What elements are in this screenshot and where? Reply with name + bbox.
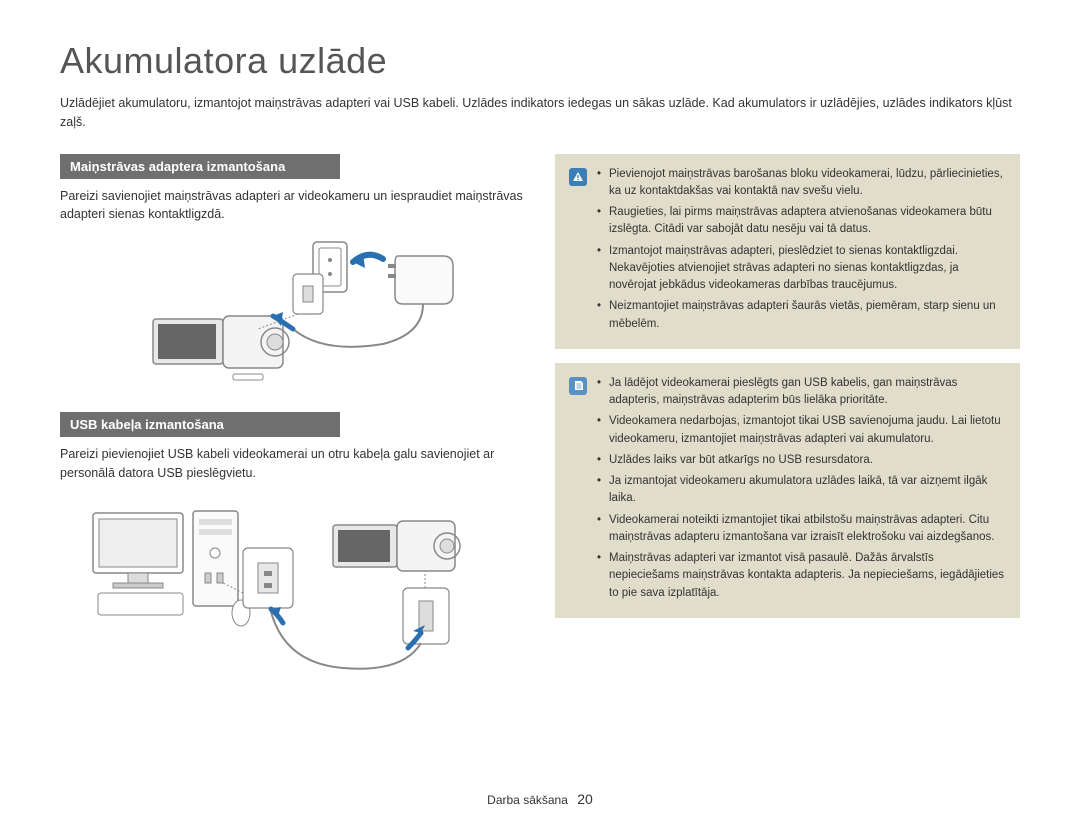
left-column: Maiņstrāvas adaptera izmantošana Pareizi…: [60, 154, 525, 711]
warning-item: Izmantojot maiņstrāvas adapteri, pieslēd…: [597, 243, 1006, 295]
note-item: Videokamerai noteikti izmantojiet tikai …: [597, 512, 1006, 547]
note-item: Videokamera nedarbojas, izmantojot tikai…: [597, 413, 1006, 448]
warning-item: Pievienojot maiņstrāvas barošanas bloku …: [597, 166, 1006, 201]
content-columns: Maiņstrāvas adaptera izmantošana Pareizi…: [60, 154, 1020, 711]
page-number: 20: [577, 791, 593, 807]
note-item: Ja lādējot videokamerai pieslēgts gan US…: [597, 375, 1006, 410]
note-item: Uzlādes laiks var būt atkarīgs no USB re…: [597, 452, 1006, 469]
note-list: Ja lādējot videokamerai pieslēgts gan US…: [597, 375, 1006, 606]
footer-label: Darba sākšana: [487, 793, 568, 807]
warning-item: Neizmantojiet maiņstrāvas adapteri šaurā…: [597, 298, 1006, 333]
usb-cable-illustration: [73, 493, 513, 693]
section2-header: USB kabeļa izmantošana: [60, 412, 340, 437]
right-column: Pievienojot maiņstrāvas barošanas bloku …: [555, 154, 1020, 711]
ac-adapter-diagram: [60, 234, 525, 394]
warning-icon: [569, 168, 587, 186]
section1-header: Maiņstrāvas adaptera izmantošana: [60, 154, 340, 179]
ac-adapter-illustration: [83, 234, 503, 394]
page-title: Akumulatora uzlāde: [60, 40, 1020, 82]
warning-list: Pievienojot maiņstrāvas barošanas bloku …: [597, 166, 1006, 337]
warning-box: Pievienojot maiņstrāvas barošanas bloku …: [555, 154, 1020, 349]
warning-item: Raugieties, lai pirms maiņstrāvas adapte…: [597, 204, 1006, 239]
page-footer: Darba sākšana 20: [0, 791, 1080, 807]
note-item: Ja izmantojat videokameru akumulatora uz…: [597, 473, 1006, 508]
note-box: Ja lādējot videokamerai pieslēgts gan US…: [555, 363, 1020, 618]
usb-cable-diagram: [60, 493, 525, 693]
section1-body: Pareizi savienojiet maiņstrāvas adapteri…: [60, 187, 525, 225]
intro-paragraph: Uzlādējiet akumulatoru, izmantojot maiņs…: [60, 94, 1020, 132]
note-icon: [569, 377, 587, 395]
section2-body: Pareizi pievienojiet USB kabeli videokam…: [60, 445, 525, 483]
note-item: Maiņstrāvas adapteri var izmantot visā p…: [597, 550, 1006, 602]
